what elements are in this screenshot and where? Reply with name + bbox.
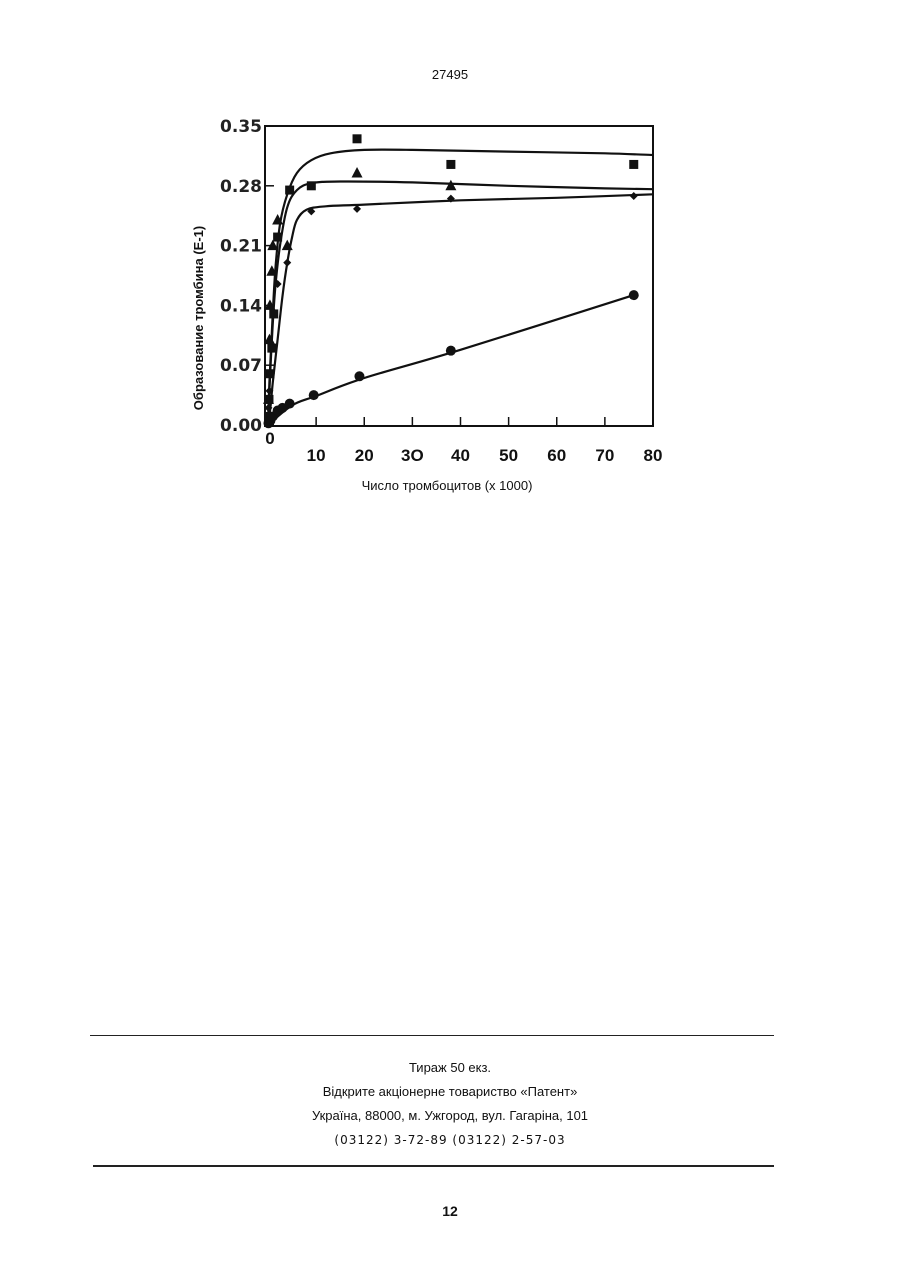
series-curves: [268, 150, 653, 425]
x-tick-label: 20: [355, 446, 374, 465]
x-tick-label: 60: [547, 446, 566, 465]
x-tick-label: 50: [499, 446, 518, 465]
data-point-square: [273, 233, 282, 242]
data-point-square: [269, 309, 278, 318]
data-point-circle: [446, 346, 456, 356]
data-point-square: [307, 181, 316, 190]
data-point-diamond: [283, 259, 291, 267]
data-point-square: [629, 160, 638, 169]
footer-bottom-rule: [93, 1165, 774, 1167]
data-point-circle: [354, 371, 364, 381]
y-tick-label: 0.35: [220, 117, 262, 137]
plot-frame: [265, 126, 653, 426]
series-curve-triangle: [268, 181, 653, 425]
data-point-circle: [629, 290, 639, 300]
x-axis-label: Число тромбоцитов (x 1000): [362, 478, 533, 493]
imprint: Тираж 50 екз. Відкрите акціонерне товари…: [0, 1056, 900, 1152]
data-point-diamond: [630, 192, 638, 200]
y-tick-label: 0.21: [220, 237, 262, 257]
x-tick-label: 3O: [401, 446, 424, 465]
page-number: 12: [0, 1203, 900, 1219]
data-point-square: [353, 134, 362, 143]
data-point-triangle: [445, 180, 456, 191]
y-tick-label: 0.14: [220, 296, 262, 316]
data-point-circle: [309, 390, 319, 400]
circulation-text: Тираж 50 екз.: [0, 1056, 900, 1080]
data-point-circle: [285, 399, 295, 409]
thrombin-chart: 0.00 0.07 0.14 0.21 0.28 0.35 0 10 20 3O 40 50 60 70…: [0, 0, 900, 520]
series-curve-diamond: [268, 194, 653, 425]
footer-top-rule: [90, 1035, 774, 1036]
x-axis: 0 10 20 3O 40 50 60 70 80: [265, 417, 662, 465]
y-axis-label: Образование тромбина (Е-1): [191, 226, 206, 410]
data-point-triangle: [352, 167, 363, 178]
x-tick-label: 70: [595, 446, 614, 465]
x-tick-label: 10: [307, 446, 326, 465]
y-tick-label: 0.28: [220, 177, 262, 197]
series-curve-circle: [268, 295, 634, 425]
phones-text: (03122) 3-72-89 (03122) 2-57-03: [0, 1128, 900, 1152]
series-markers: [263, 134, 639, 428]
data-point-square: [285, 186, 294, 195]
y-tick-label: 0.00: [220, 416, 262, 436]
x-tick-label: 0: [265, 429, 274, 448]
publisher-text: Відкрите акціонерне товариство «Патент»: [0, 1080, 900, 1104]
address-text: Україна, 88000, м. Ужгород, вул. Гагарін…: [0, 1104, 900, 1128]
series-curve-square: [268, 150, 653, 425]
x-tick-label: 40: [451, 446, 470, 465]
data-point-square: [446, 160, 455, 169]
y-tick-label: 0.07: [220, 356, 262, 376]
x-tick-label: 80: [644, 446, 663, 465]
